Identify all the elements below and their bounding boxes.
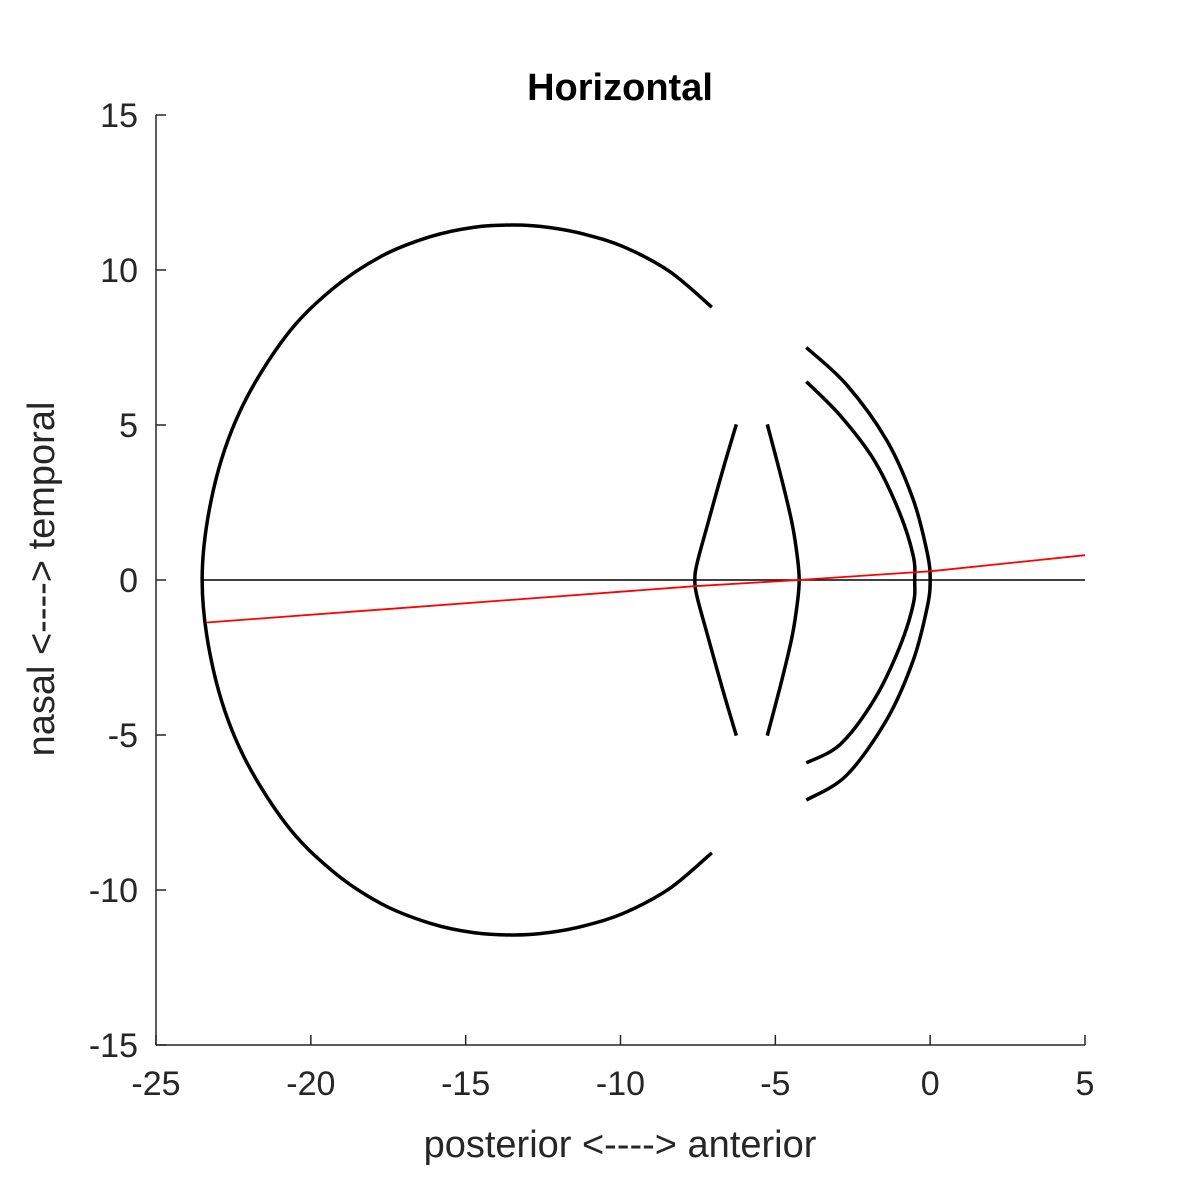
y-tick-label: 0 <box>119 562 138 600</box>
x-axis-label: posterior <----> anterior <box>424 1124 817 1166</box>
x-tick-label: 0 <box>921 1065 940 1103</box>
cornea-posterior-surface <box>805 380 917 765</box>
y-tick-label: 5 <box>119 407 138 445</box>
ray-trace-line <box>207 554 1086 624</box>
plot-area <box>200 223 1086 937</box>
lens-posterior-surface <box>693 423 738 737</box>
x-tick-label: -20 <box>286 1065 335 1103</box>
y-tick-label: 15 <box>100 97 138 135</box>
y-axis-label: nasal <----> temporal <box>21 402 63 757</box>
x-tick-label: -5 <box>760 1065 790 1103</box>
chart-title: Horizontal <box>527 67 713 109</box>
x-tick-label: -10 <box>596 1065 645 1103</box>
ticks: -25 -20 -15 -10 -5 0 5 15 10 5 0 -5 -10 -15 <box>89 97 1095 1103</box>
cornea-anterior-surface <box>805 346 932 802</box>
x-tick-label: 5 <box>1076 1065 1095 1103</box>
x-tick-label: -15 <box>441 1065 490 1103</box>
eyeball-outline <box>200 223 713 937</box>
y-tick-label: -15 <box>89 1027 138 1065</box>
y-tick-label: -5 <box>108 717 138 755</box>
y-tick-label: 10 <box>100 252 138 290</box>
y-tick-label: -10 <box>89 872 138 910</box>
x-tick-label: -25 <box>131 1065 180 1103</box>
